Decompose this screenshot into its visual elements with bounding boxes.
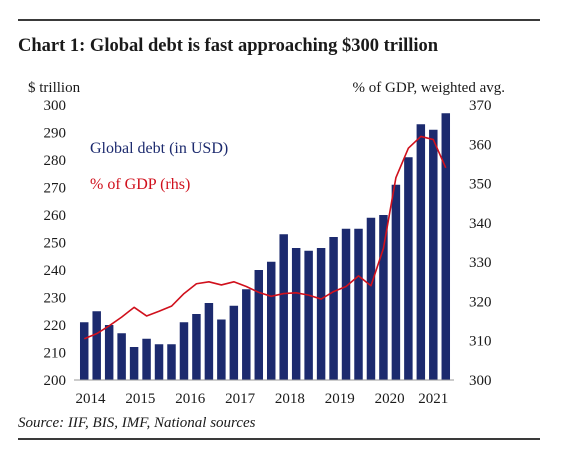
debt-bar: [379, 215, 388, 380]
chart-title: Chart 1: Global debt is fast approaching…: [18, 36, 439, 56]
bottom-rule: [18, 438, 540, 440]
legend-line-label: % of GDP (rhs): [90, 176, 190, 193]
debt-bar: [217, 319, 226, 380]
debt-bar: [229, 305, 239, 380]
debt-bar: [104, 325, 114, 380]
bar-series: [79, 113, 451, 380]
left-tick-label: 200: [44, 373, 67, 389]
right-axis-label: % of GDP, weighted avg.: [353, 80, 505, 96]
top-rule: [18, 19, 540, 21]
debt-bar: [254, 270, 264, 380]
right-axis-ticks: 300 310 320 330 340 350 360 370: [469, 98, 492, 389]
debt-bar: [92, 311, 101, 380]
right-tick-label: 320: [469, 294, 492, 310]
debt-bar: [341, 228, 351, 380]
debt-bar: [354, 228, 363, 380]
left-tick-label: 290: [44, 126, 67, 142]
left-tick-label: 300: [44, 98, 67, 114]
chart-source: Source: IIF, BIS, IMF, National sources: [18, 415, 256, 431]
debt-bar: [304, 250, 313, 380]
debt-bar: [117, 333, 126, 380]
left-tick-label: 250: [44, 236, 67, 252]
debt-bar: [329, 237, 338, 380]
debt-bar: [154, 344, 164, 380]
right-tick-label: 350: [469, 177, 492, 193]
left-tick-label: 230: [44, 291, 67, 307]
debt-bar: [316, 248, 326, 380]
left-tick-label: 240: [44, 263, 67, 279]
debt-bar: [204, 303, 214, 380]
x-tick-label: 2020: [375, 391, 405, 407]
debt-bar: [179, 322, 189, 380]
debt-bar: [266, 261, 276, 380]
x-tick-label: 2019: [325, 391, 355, 407]
x-axis-ticks: 2014 2015 2016 2017 2018 2019 2020 2021: [75, 391, 448, 407]
left-tick-label: 280: [44, 153, 67, 169]
right-tick-label: 360: [469, 137, 492, 153]
debt-bar: [167, 344, 176, 380]
right-tick-label: 300: [469, 373, 492, 389]
right-tick-label: 330: [469, 255, 492, 271]
debt-bar: [404, 157, 413, 380]
debt-bar: [242, 289, 251, 380]
debt-bar: [366, 217, 376, 380]
line-series: [83, 135, 447, 340]
left-axis-label: $ trillion: [28, 80, 81, 96]
debt-bar: [142, 338, 151, 380]
right-tick-label: 370: [469, 98, 492, 114]
left-tick-label: 270: [44, 181, 67, 197]
debt-bar: [416, 124, 426, 380]
debt-bar: [192, 314, 201, 380]
left-tick-label: 220: [44, 318, 67, 334]
left-axis-ticks: 200 210 220 230 240 250 260 270 280 290 300: [44, 98, 67, 389]
x-tick-label: 2021: [418, 391, 448, 407]
left-tick-label: 210: [44, 346, 67, 362]
x-tick-label: 2016: [175, 391, 206, 407]
debt-bar: [391, 184, 401, 380]
right-tick-label: 310: [469, 334, 492, 350]
debt-bar: [429, 129, 438, 380]
gdp-ratio-line: [83, 135, 447, 340]
debt-bar: [441, 113, 451, 380]
right-tick-label: 340: [469, 216, 492, 232]
x-tick-label: 2015: [125, 391, 155, 407]
x-tick-label: 2014: [75, 391, 106, 407]
left-tick-label: 260: [44, 208, 67, 224]
x-tick-label: 2018: [275, 391, 305, 407]
x-tick-label: 2017: [225, 391, 256, 407]
debt-bar: [279, 234, 288, 380]
legend-bars-label: Global debt (in USD): [90, 140, 228, 157]
debt-bar: [79, 322, 89, 380]
debt-bar: [291, 248, 301, 380]
debt-bar: [129, 347, 139, 380]
